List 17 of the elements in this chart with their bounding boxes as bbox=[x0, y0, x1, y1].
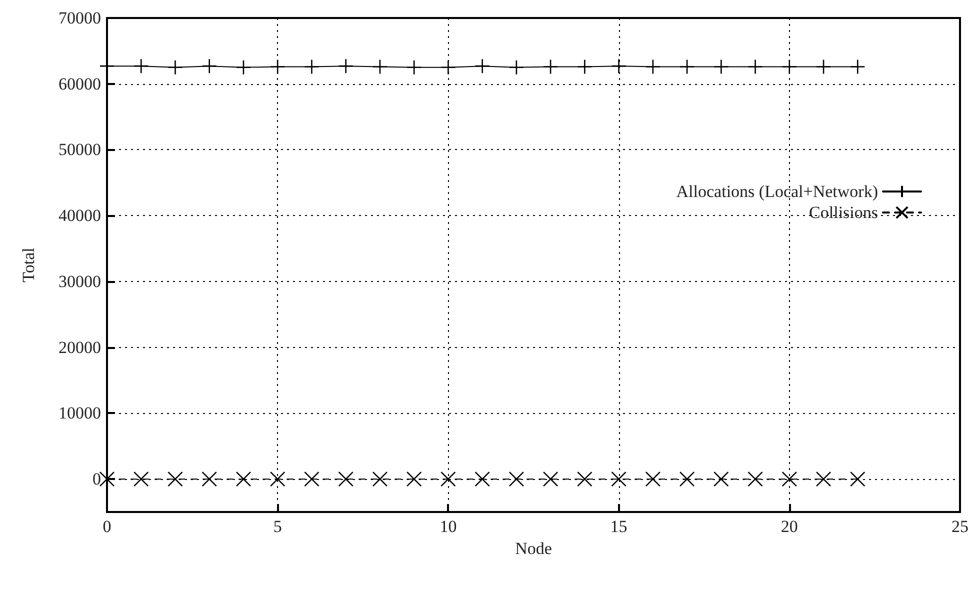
y-tick-label: 70000 bbox=[58, 8, 101, 28]
y-tick-label: 10000 bbox=[58, 404, 101, 423]
legend-label: Collisions bbox=[809, 203, 878, 222]
x-tick-label: 20 bbox=[780, 517, 798, 536]
y-tick-label: 50000 bbox=[58, 140, 101, 160]
y-tick-label: 20000 bbox=[58, 338, 101, 357]
y-tick-label: 30000 bbox=[58, 272, 101, 291]
legend-label: Allocations (Local+Network) bbox=[676, 182, 878, 201]
y-axis-title: Total bbox=[19, 247, 38, 282]
x-axis-title: Node bbox=[515, 538, 552, 558]
x-tick-label: 5 bbox=[273, 517, 282, 536]
y-tick-label: 60000 bbox=[58, 74, 101, 94]
x-tick-label: 15 bbox=[610, 517, 628, 536]
x-tick-label: 10 bbox=[440, 517, 457, 536]
y-tick-label: 0 bbox=[92, 470, 101, 489]
y-tick-label: 40000 bbox=[58, 206, 101, 226]
x-tick-label: 25 bbox=[952, 517, 968, 536]
